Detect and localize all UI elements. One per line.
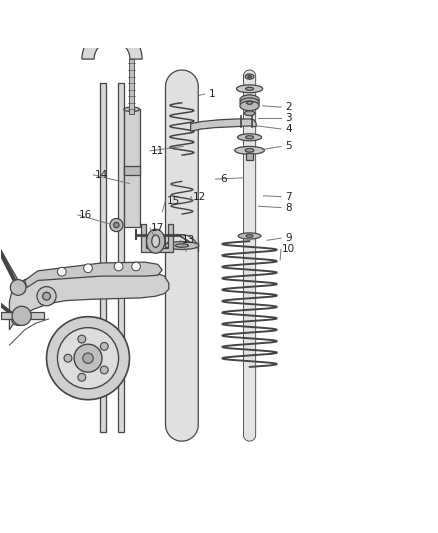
Text: 17: 17 xyxy=(151,223,165,233)
Ellipse shape xyxy=(245,74,254,79)
Ellipse shape xyxy=(147,229,165,253)
Bar xyxy=(124,166,140,175)
Circle shape xyxy=(114,262,123,271)
Text: 7: 7 xyxy=(286,192,292,201)
Circle shape xyxy=(114,222,119,228)
Text: 12: 12 xyxy=(193,192,206,201)
Text: 2: 2 xyxy=(286,102,292,112)
Ellipse shape xyxy=(244,111,255,116)
Polygon shape xyxy=(191,119,256,131)
Ellipse shape xyxy=(238,233,261,239)
Circle shape xyxy=(74,344,102,372)
Circle shape xyxy=(78,373,86,381)
Ellipse shape xyxy=(165,241,199,249)
Text: 10: 10 xyxy=(283,244,295,254)
Ellipse shape xyxy=(235,147,265,154)
Circle shape xyxy=(46,317,130,400)
Text: 15: 15 xyxy=(166,196,180,206)
Text: 6: 6 xyxy=(220,174,227,184)
Ellipse shape xyxy=(245,149,254,152)
Circle shape xyxy=(57,328,119,389)
Text: 14: 14 xyxy=(95,170,108,180)
Ellipse shape xyxy=(124,107,140,111)
Ellipse shape xyxy=(248,76,251,78)
Circle shape xyxy=(57,268,66,276)
Circle shape xyxy=(110,219,123,231)
Circle shape xyxy=(78,335,86,343)
Circle shape xyxy=(132,262,141,271)
Text: 1: 1 xyxy=(209,89,216,99)
Text: 11: 11 xyxy=(151,146,165,156)
Circle shape xyxy=(100,343,108,350)
Text: 16: 16 xyxy=(79,210,92,220)
Polygon shape xyxy=(25,262,162,287)
Ellipse shape xyxy=(240,98,259,108)
Text: 5: 5 xyxy=(286,141,292,151)
Polygon shape xyxy=(10,272,169,330)
Text: 4: 4 xyxy=(286,124,292,134)
Circle shape xyxy=(100,366,108,374)
Polygon shape xyxy=(141,224,173,252)
Circle shape xyxy=(37,287,56,306)
Ellipse shape xyxy=(237,134,261,141)
Polygon shape xyxy=(124,109,140,227)
Ellipse shape xyxy=(152,235,159,247)
Circle shape xyxy=(84,264,92,272)
Circle shape xyxy=(64,354,72,362)
Circle shape xyxy=(12,306,31,326)
Ellipse shape xyxy=(246,87,254,90)
Polygon shape xyxy=(118,83,124,432)
Circle shape xyxy=(12,312,25,326)
Ellipse shape xyxy=(240,95,259,104)
Circle shape xyxy=(11,280,26,295)
Text: 9: 9 xyxy=(286,233,292,243)
Circle shape xyxy=(42,292,50,300)
Ellipse shape xyxy=(240,101,259,111)
Text: 8: 8 xyxy=(286,203,292,213)
Polygon shape xyxy=(100,83,106,432)
Text: 13: 13 xyxy=(182,235,195,245)
Ellipse shape xyxy=(237,85,263,93)
Ellipse shape xyxy=(247,101,253,104)
Polygon shape xyxy=(244,70,256,441)
Ellipse shape xyxy=(246,136,254,139)
Bar xyxy=(246,152,253,160)
Ellipse shape xyxy=(246,235,253,237)
Polygon shape xyxy=(129,59,134,114)
Circle shape xyxy=(83,353,93,364)
Text: 3: 3 xyxy=(286,113,292,123)
Polygon shape xyxy=(82,29,142,59)
Ellipse shape xyxy=(175,244,188,247)
Bar xyxy=(1,312,44,319)
Polygon shape xyxy=(166,70,198,441)
